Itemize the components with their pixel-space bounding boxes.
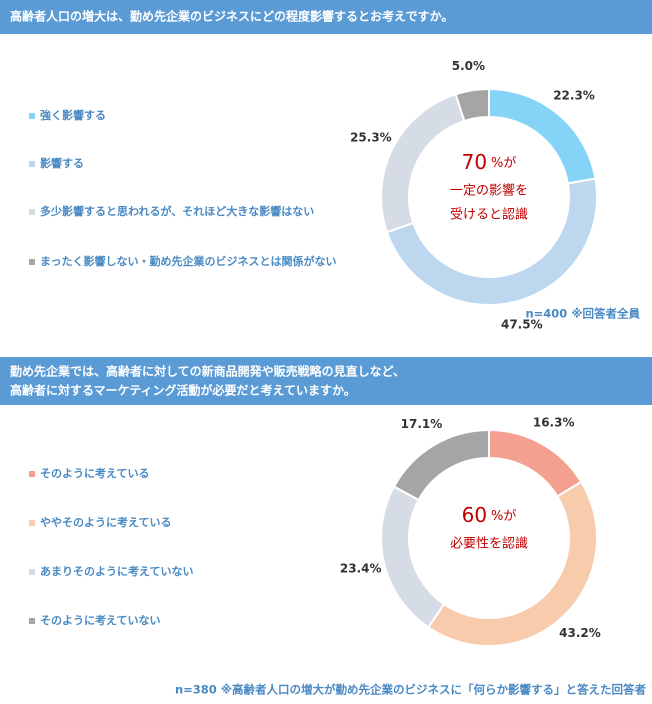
data-label: 25.3% xyxy=(350,131,392,145)
legend-swatch xyxy=(29,520,35,526)
legend-label: そのように考えていない xyxy=(40,613,160,627)
donut-slice xyxy=(488,428,583,498)
center-unit: %が xyxy=(491,509,516,524)
legend-swatch xyxy=(29,259,35,265)
center-highlight: 60 %が xyxy=(462,503,517,527)
legend-label: 影響する xyxy=(40,156,84,170)
note: n=380 ※高齢者人口の増大が勤め先企業のビジネスに「何らか影響する」と答えた… xyxy=(175,683,647,697)
donut-slice xyxy=(392,428,490,502)
donut-slice xyxy=(426,480,598,647)
legend-swatch xyxy=(29,618,35,624)
data-label: 43.2% xyxy=(559,626,601,640)
legend-label: あまりそのように考えていない xyxy=(40,564,193,578)
legend-swatch xyxy=(29,209,35,215)
data-label: 22.3% xyxy=(553,89,595,103)
donut-slice xyxy=(380,485,446,629)
data-label: 23.4% xyxy=(340,562,382,576)
legend-label: そのように考えている xyxy=(40,466,149,480)
legend-label: 多少影響すると思われるが、それほど大きな影響はない xyxy=(40,204,314,218)
center-unit: %が xyxy=(491,156,516,171)
data-label: 47.5% xyxy=(501,317,543,331)
legend-swatch xyxy=(29,569,35,575)
header-band xyxy=(0,0,652,34)
chart-title: 勤め先企業では、高齢者に対しての新商品開発や販売戦略の見直しなど、 xyxy=(10,364,405,379)
chart-title: 高齢者人口の増大は、勤め先企業のビジネスにどの程度影響するとお考えですか。 xyxy=(10,9,453,24)
center-number: 60 xyxy=(462,503,487,527)
chart-title: 高齢者に対するマーケティング活動が必要だと考えていますか。 xyxy=(10,383,356,398)
note: n=400 ※回答者全員 xyxy=(525,307,640,321)
data-label: 16.3% xyxy=(533,415,575,429)
donut-slice xyxy=(385,177,598,306)
center-text: 必要性を認識 xyxy=(450,536,528,552)
legend-swatch xyxy=(29,471,35,477)
header-band xyxy=(0,357,652,405)
donut-slice xyxy=(454,87,490,123)
legend-label: まったく影響しない・勤め先企業のビジネスとは関係がない xyxy=(40,254,337,268)
center-highlight: 70 %が xyxy=(462,150,517,174)
center-text: 一定の影響を xyxy=(450,183,528,199)
legend-swatch xyxy=(29,113,35,119)
center-number: 70 xyxy=(462,150,487,174)
legend-label: 強く影響する xyxy=(40,108,106,122)
legend-swatch xyxy=(29,161,35,167)
legend-label: ややそのように考えている xyxy=(40,515,171,529)
center-text: 受けると認識 xyxy=(450,207,528,223)
data-label: 5.0% xyxy=(452,59,485,73)
data-label: 17.1% xyxy=(401,417,443,431)
